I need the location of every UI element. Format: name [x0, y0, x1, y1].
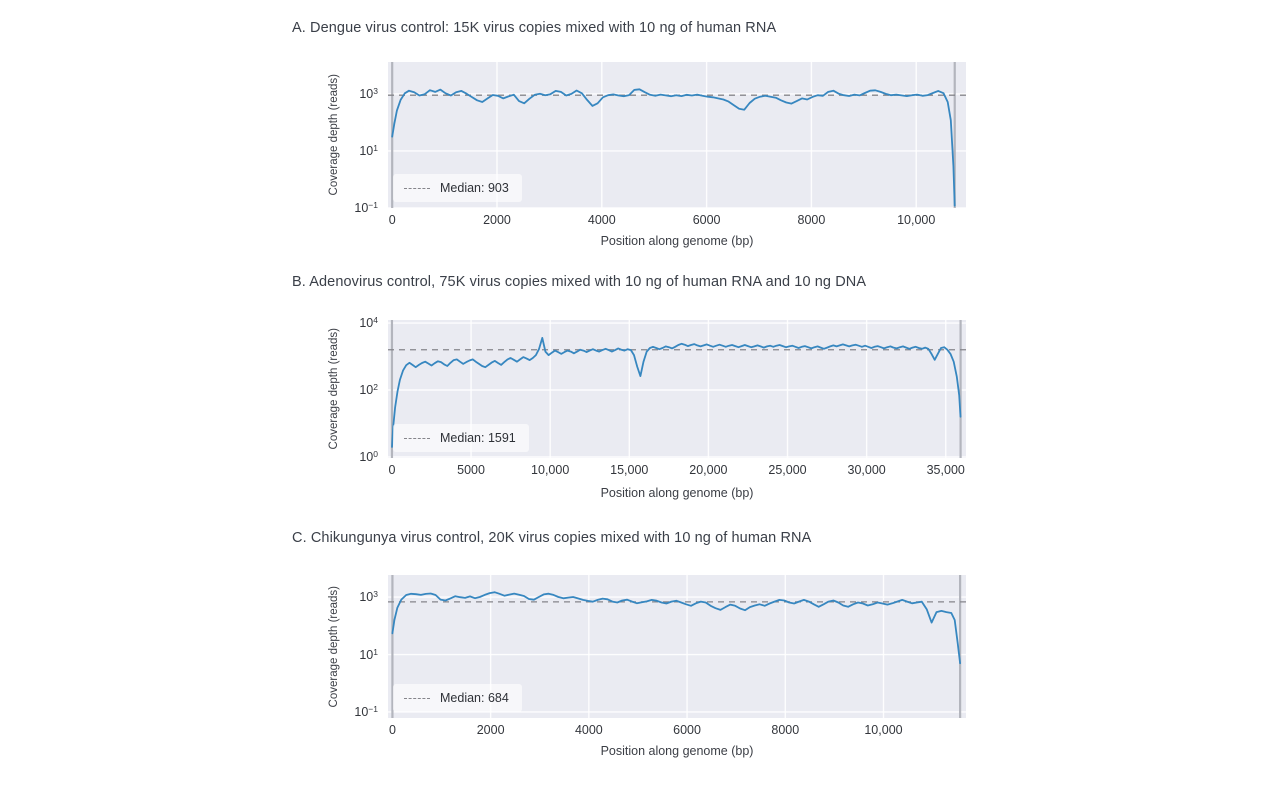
median-dash-sample	[404, 187, 430, 189]
x-tick-label: 2000	[476, 723, 505, 737]
x-tick-label: 4000	[587, 213, 616, 227]
y-tick-label: 103	[359, 589, 378, 605]
median-legend: Median: 684	[393, 684, 522, 712]
chart-title-dengue: A. Dengue virus control: 15K virus copie…	[292, 20, 777, 36]
x-tick-label: 10,000	[864, 723, 903, 737]
x-tick-label: 8000	[771, 723, 800, 737]
y-axis-label-wrap: Coverage depth (reads)	[324, 62, 344, 208]
median-dash-sample	[404, 437, 430, 439]
x-tick-label: 2000	[483, 213, 511, 227]
x-tick-label: 10,000	[531, 463, 570, 477]
y-tick-label: 103	[359, 85, 378, 101]
y-tick-label: 101	[359, 646, 378, 662]
chart-title-adenovirus: B. Adenovirus control, 75K virus copies …	[292, 274, 867, 290]
median-legend-label: Median: 903	[440, 181, 509, 195]
x-tick-label: 0	[388, 723, 396, 737]
plot-area-chikungunya: 0 2000 4000 6000 8000 10,000 103 101 10−1 Median:…	[354, 575, 966, 737]
y-tick-label: 100	[359, 448, 378, 464]
x-tick-label: 8000	[797, 213, 826, 227]
x-tick-label: 5000	[457, 463, 485, 477]
plot-area-adenovirus: 0 5000 10,000 15,000 20,000 25,000 30,000 35,00…	[359, 316, 966, 477]
x-tick-label: 4000	[574, 723, 603, 737]
x-axis-label: Position along genome (bp)	[600, 234, 754, 248]
y-tick-label: 101	[359, 142, 378, 158]
x-tick-label: 35,000	[926, 463, 965, 477]
y-tick-label: 104	[359, 315, 378, 331]
chart-title-chikungunya: C. Chikungunya virus control, 20K virus …	[292, 530, 812, 546]
plot-area-dengue: 0 2000 4000 6000 8000 10,000 103 101 10−1 Median:…	[354, 62, 966, 227]
y-tick-label: 102	[359, 382, 378, 397]
y-tick-label: 10−1	[354, 703, 378, 719]
x-axis-label: Position along genome (bp)	[600, 486, 754, 500]
x-tick-label: 30,000	[847, 463, 886, 477]
x-tick-label: 6000	[673, 723, 701, 737]
x-tick-label: 10,000	[897, 213, 936, 227]
x-tick-label: 6000	[692, 213, 721, 227]
coverage-line	[391, 88, 956, 207]
x-tick-label: 0	[388, 463, 396, 477]
x-tick-label: 15,000	[610, 463, 649, 477]
median-legend: Median: 1591	[393, 424, 529, 452]
coverage-line	[391, 337, 962, 448]
x-tick-label: 20,000	[689, 463, 728, 477]
median-legend: Median: 903	[393, 174, 522, 202]
coverage-line	[391, 591, 961, 665]
x-axis-label: Position along genome (bp)	[600, 744, 754, 758]
x-tick-label: 25,000	[768, 463, 807, 477]
median-legend-label: Median: 684	[440, 691, 509, 705]
x-tick-label: 0	[388, 213, 396, 227]
median-dash-sample	[404, 697, 430, 699]
median-legend-label: Median: 1591	[440, 431, 516, 445]
y-tick-label: 10−1	[354, 200, 378, 215]
